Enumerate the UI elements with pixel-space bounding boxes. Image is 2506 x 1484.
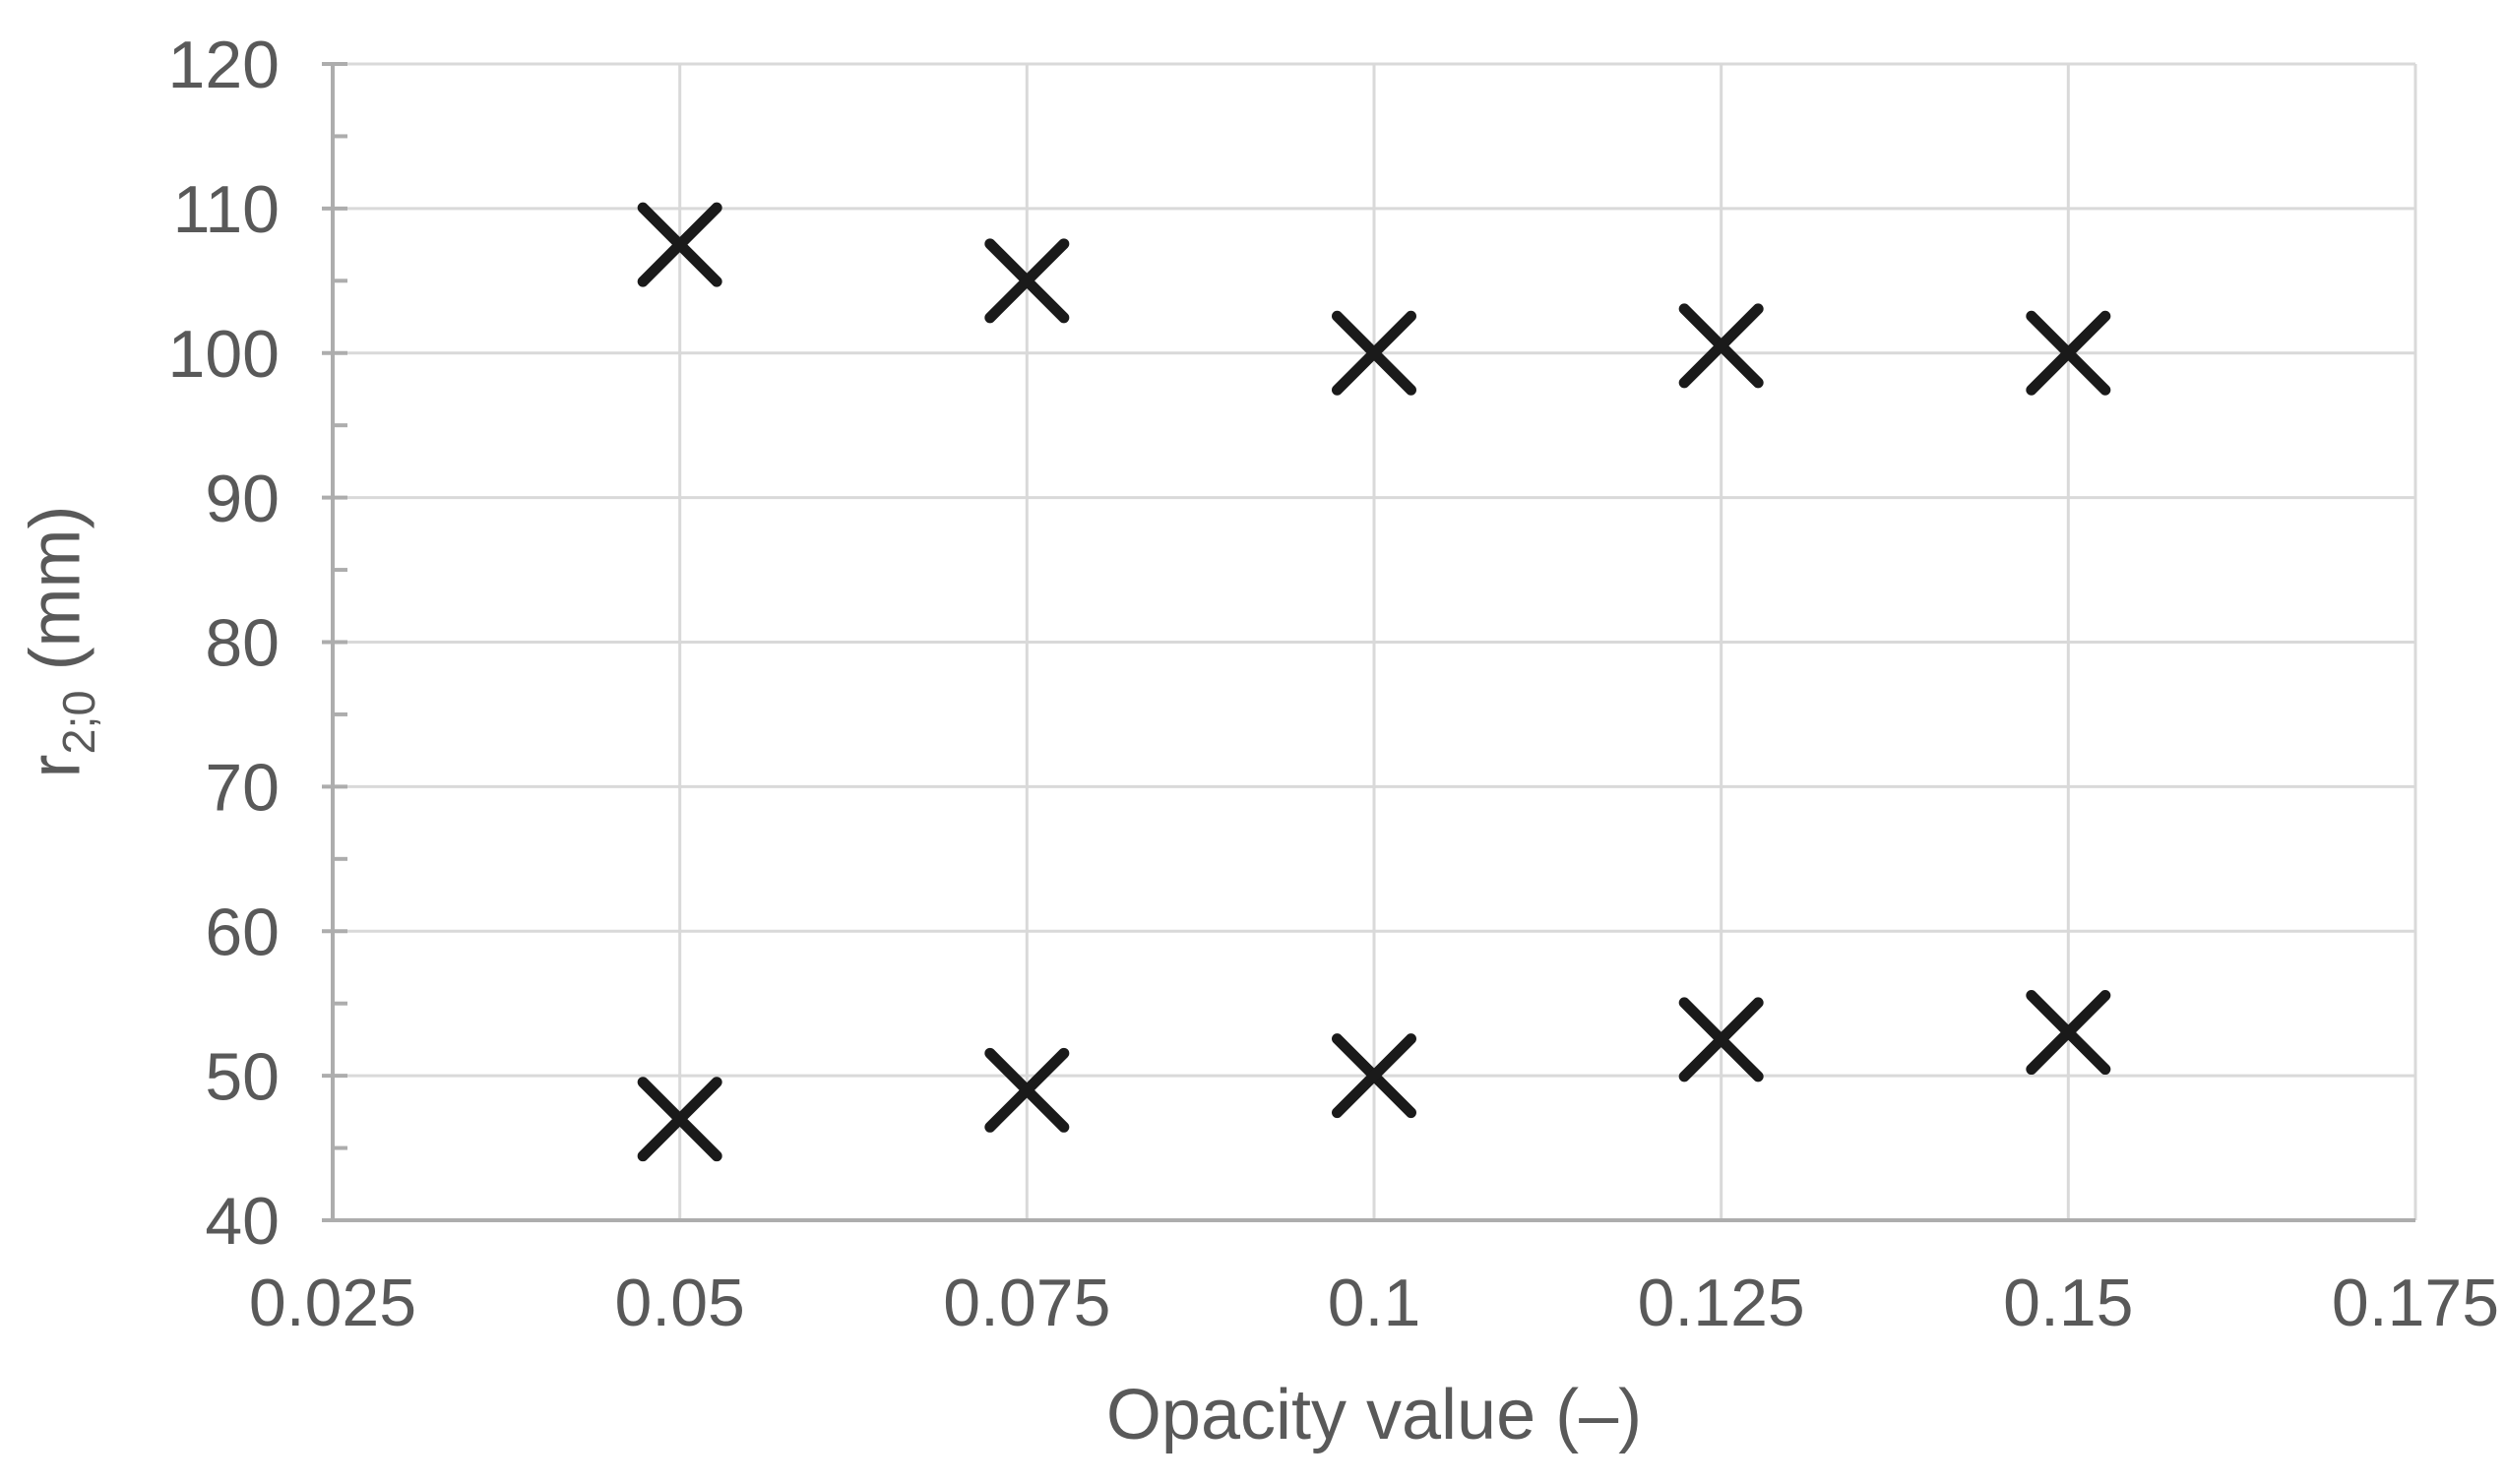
x-tick-label: 0.1: [1328, 1266, 1421, 1340]
y-axis-title-base: r: [16, 754, 95, 778]
marker-stroke: [984, 1047, 1070, 1133]
y-tick-label: 40: [205, 1184, 280, 1259]
data-point-marker-lower: [637, 1077, 722, 1162]
marker-stroke: [1332, 310, 1416, 396]
y-tick-label: 120: [168, 28, 280, 102]
marker-stroke: [637, 202, 722, 287]
x-tick-label: 0.075: [943, 1266, 1110, 1340]
x-tick-label: 0.15: [2003, 1266, 2133, 1340]
y-axis-title-subscript: 2;0: [52, 690, 104, 755]
marker-stroke: [1332, 1033, 1416, 1119]
y-tick-label: 110: [173, 172, 280, 247]
y-tick-label: 80: [205, 606, 280, 681]
x-tick-label: 0.125: [1638, 1266, 1805, 1340]
data-point-marker-lower: [984, 1047, 1070, 1133]
marker-stroke: [2026, 310, 2111, 396]
y-tick-label: 60: [205, 895, 280, 969]
data-point-marker-lower: [1678, 997, 1764, 1082]
x-tick-label: 0.05: [614, 1266, 744, 1340]
marker-stroke: [1678, 303, 1764, 389]
data-point-marker-upper: [637, 202, 722, 287]
marker-stroke: [1678, 997, 1764, 1082]
x-tick-label: 0.175: [2332, 1266, 2499, 1340]
data-point-marker-lower: [1332, 1033, 1416, 1119]
y-tick-label: 90: [205, 462, 280, 536]
marker-stroke: [984, 238, 1070, 324]
marker-stroke: [2026, 990, 2111, 1076]
y-axis-title: r2;0 (mm): [16, 506, 104, 778]
y-tick-label: 100: [168, 317, 280, 392]
data-point-marker-lower: [2026, 990, 2111, 1076]
marker-stroke: [637, 1077, 722, 1162]
data-point-marker-upper: [2026, 310, 2111, 396]
data-point-marker-upper: [1678, 303, 1764, 389]
y-tick-label: 70: [205, 751, 280, 826]
y-tick-label: 50: [205, 1039, 280, 1114]
data-point-marker-upper: [1332, 310, 1416, 396]
x-axis-title: Opacity value (–): [1105, 1376, 1643, 1454]
y-axis-title-units: (mm): [16, 505, 95, 691]
x-tick-label: 0.025: [249, 1266, 416, 1340]
data-point-marker-upper: [984, 238, 1070, 324]
